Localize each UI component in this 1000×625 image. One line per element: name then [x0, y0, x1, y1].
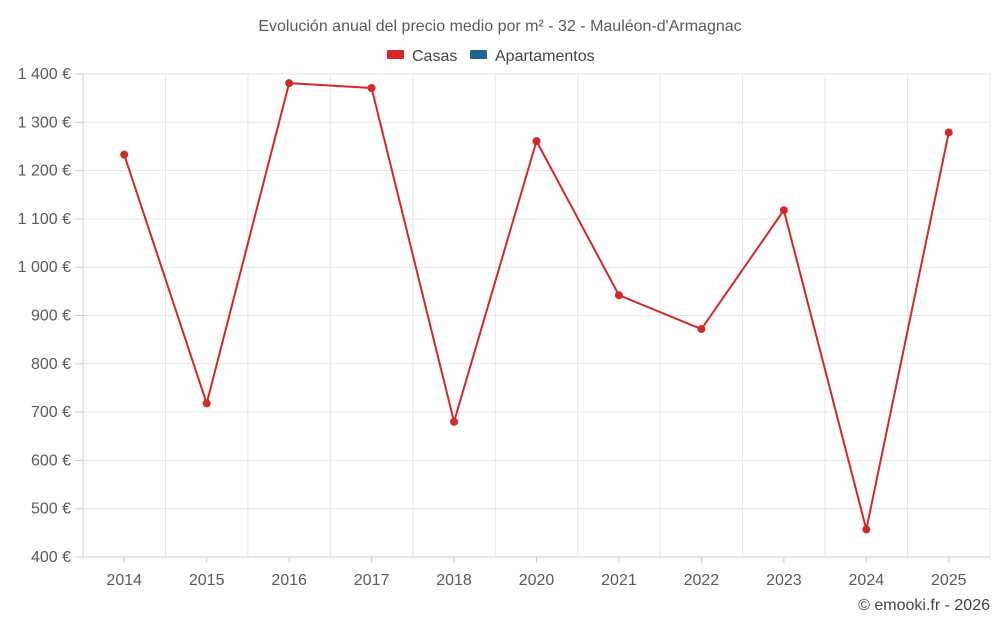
- y-tick-label: 1 100 €: [18, 211, 71, 228]
- x-tick-label: 2022: [684, 572, 720, 589]
- x-tick-label: 2020: [519, 572, 555, 589]
- legend-swatch-casas: [387, 50, 404, 59]
- legend-label-casas[interactable]: Casas: [412, 48, 457, 65]
- x-tick-label: 2014: [106, 572, 142, 589]
- x-tick-label: 2016: [271, 572, 307, 589]
- legend-label-apartamentos[interactable]: Apartamentos: [495, 48, 595, 65]
- y-tick-label: 1 200 €: [18, 163, 71, 180]
- data-point-casas-2025[interactable]: [944, 128, 953, 137]
- series-casas: [120, 79, 953, 534]
- y-tick-label: 900 €: [31, 308, 71, 325]
- x-tick-label: 2018: [436, 572, 472, 589]
- data-point-casas-2015[interactable]: [202, 399, 211, 408]
- y-tick-label: 500 €: [31, 501, 71, 518]
- data-point-casas-2016[interactable]: [285, 79, 294, 88]
- y-tick-label: 400 €: [31, 549, 71, 566]
- data-point-casas-2023[interactable]: [779, 206, 788, 215]
- chart-title: Evolución anual del precio medio por m² …: [258, 18, 741, 35]
- y-tick-label: 800 €: [31, 356, 71, 373]
- data-point-casas-2020[interactable]: [532, 137, 541, 146]
- legend-swatch-apartamentos: [470, 50, 487, 59]
- x-tick-label: 2015: [189, 572, 225, 589]
- x-tick-label: 2024: [849, 572, 885, 589]
- data-point-casas-2024[interactable]: [862, 525, 871, 534]
- legend: Casas Apartamentos: [387, 48, 595, 65]
- x-tick-label: 2023: [766, 572, 802, 589]
- x-tick-label: 2017: [354, 572, 390, 589]
- y-tick-label: 1 300 €: [18, 114, 71, 131]
- credit-text: © emooki.fr - 2026: [858, 597, 990, 614]
- y-tick-label: 600 €: [31, 452, 71, 469]
- data-point-casas-2014[interactable]: [120, 150, 129, 159]
- data-point-casas-2017[interactable]: [367, 84, 376, 93]
- data-point-casas-2022[interactable]: [697, 325, 706, 334]
- y-tick-label: 1 400 €: [18, 66, 71, 83]
- y-axis: 400 € 500 € 600 € 700 € 800 € 900 € 1 000 € 1 1…: [18, 66, 84, 566]
- y-tick-label: 1 000 €: [18, 259, 71, 276]
- x-axis: 2014 2015 2016 2017 2018 2020 2021 2022 2023 2024…: [83, 556, 990, 589]
- x-tick-label: 2025: [931, 572, 967, 589]
- y-tick-label: 700 €: [31, 404, 71, 421]
- data-point-casas-2021[interactable]: [614, 291, 623, 300]
- x-tick-label: 2021: [601, 572, 637, 589]
- data-point-casas-2018[interactable]: [450, 417, 459, 426]
